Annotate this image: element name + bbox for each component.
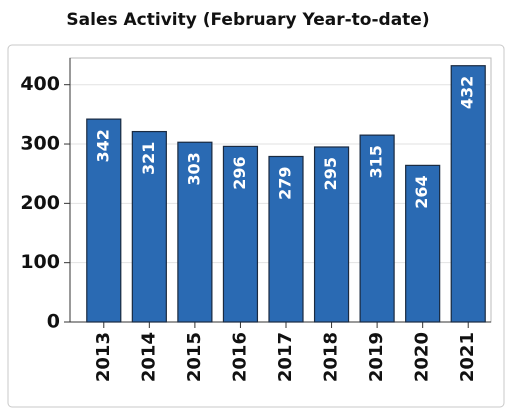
value-label: 315 <box>367 145 386 178</box>
bar <box>177 141 213 323</box>
x-tick-label: 2019 <box>366 332 387 382</box>
x-tick-label: 2018 <box>321 332 342 382</box>
value-label: 296 <box>230 156 249 189</box>
x-tick-label: 2020 <box>412 332 433 382</box>
bar <box>86 118 122 323</box>
bar <box>268 155 304 323</box>
y-tick-label: 200 <box>20 192 60 214</box>
bar <box>359 134 395 323</box>
bar <box>222 145 259 323</box>
y-tick-label: 0 <box>47 311 60 333</box>
y-tick-label: 400 <box>20 73 60 95</box>
chart-title: Sales Activity (February Year-to-date) <box>66 10 429 30</box>
y-tick-label: 100 <box>20 251 60 273</box>
bar <box>131 130 167 323</box>
bar <box>405 164 441 323</box>
x-tick-label: 2016 <box>229 332 250 382</box>
x-tick-label: 2017 <box>275 332 296 382</box>
x-tick-label: 2013 <box>93 332 114 382</box>
value-label: 342 <box>93 129 112 162</box>
value-label: 432 <box>458 76 477 109</box>
bar <box>313 146 350 323</box>
value-label: 303 <box>184 152 203 185</box>
x-tick-label: 2021 <box>457 332 478 382</box>
y-tick-label: 300 <box>20 133 60 155</box>
value-label: 295 <box>321 157 340 190</box>
value-label: 279 <box>276 166 295 199</box>
bar <box>450 65 486 323</box>
value-label: 321 <box>139 142 158 175</box>
x-tick-label: 2014 <box>138 332 159 382</box>
x-tick-label: 2015 <box>184 332 205 382</box>
value-label: 264 <box>412 175 431 208</box>
